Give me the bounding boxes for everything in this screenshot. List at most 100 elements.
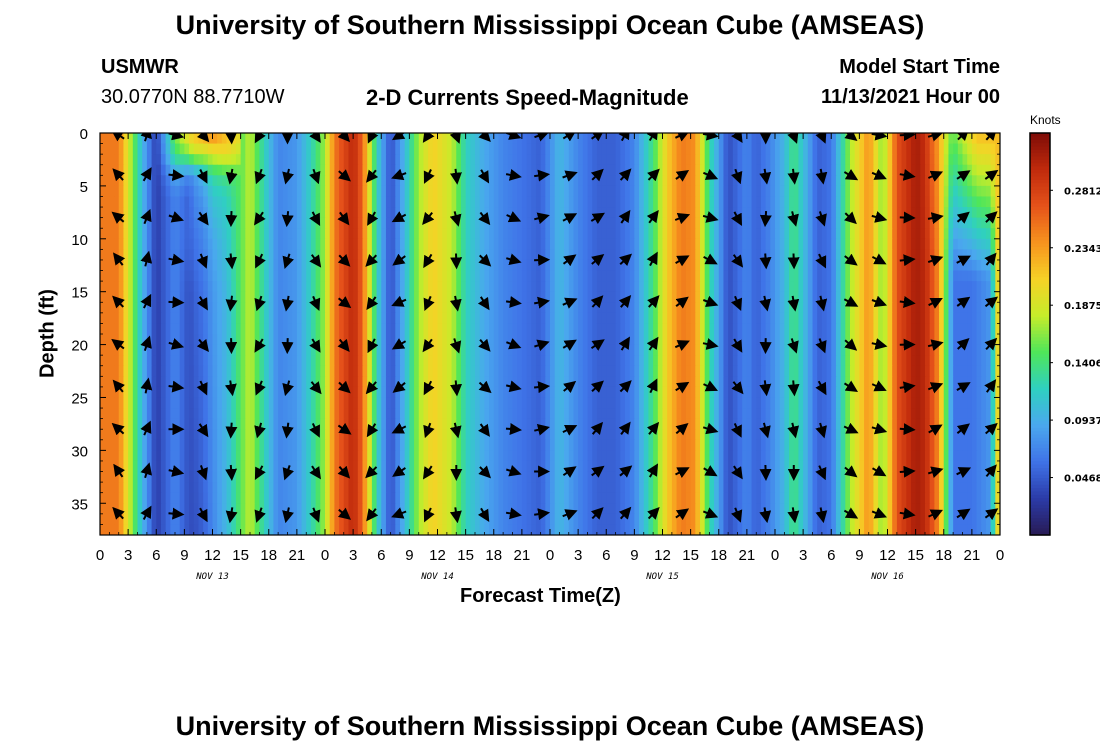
heatmap-cell <box>878 312 884 325</box>
heatmap-cell <box>817 185 823 198</box>
heatmap-cell <box>475 386 481 399</box>
heatmap-cell <box>193 344 200 356</box>
heatmap-cell <box>610 164 617 176</box>
heatmap-cell <box>610 302 617 314</box>
heatmap-cell <box>409 376 415 388</box>
heatmap-cell <box>606 185 612 198</box>
heatmap-cell <box>409 365 415 377</box>
heatmap-cell <box>784 154 790 166</box>
heatmap-cell <box>137 133 143 145</box>
heatmap-cell <box>203 281 209 293</box>
heatmap-cell <box>845 154 851 166</box>
heatmap-cell <box>221 238 228 250</box>
heatmap-cell <box>315 196 321 208</box>
heatmap-cell <box>301 270 307 282</box>
heatmap-cell <box>939 281 945 293</box>
heatmap-cell <box>681 185 687 198</box>
heatmap-cell <box>714 143 720 155</box>
heatmap-cell <box>892 376 898 388</box>
heatmap-cell <box>601 312 607 325</box>
heatmap-cell <box>245 270 251 282</box>
heatmap-cell <box>489 386 495 399</box>
heatmap-cell <box>460 249 467 261</box>
heatmap-cell <box>639 133 645 145</box>
heatmap-cell <box>385 175 392 187</box>
heatmap-cell <box>601 334 607 346</box>
heatmap-cell <box>357 323 364 335</box>
heatmap-cell <box>109 376 115 388</box>
heatmap-cell <box>934 281 940 293</box>
heatmap-cell <box>728 291 734 303</box>
heatmap-cell <box>128 164 134 176</box>
heatmap-cell <box>264 334 270 346</box>
heatmap-cell <box>775 376 781 388</box>
heatmap-cell <box>245 334 251 346</box>
heatmap-cell <box>742 228 748 240</box>
heatmap-cell <box>929 281 935 293</box>
heatmap-cell <box>685 323 692 335</box>
heatmap-cell <box>296 334 303 346</box>
heatmap-cell <box>732 259 739 272</box>
heatmap-cell <box>901 143 907 155</box>
heatmap-cell <box>798 323 804 335</box>
heatmap-cell <box>756 334 762 346</box>
heatmap-cell <box>184 302 190 314</box>
heatmap-cell <box>751 376 757 388</box>
heatmap-cell <box>156 270 162 282</box>
heatmap-cell <box>306 302 312 314</box>
heatmap-cell <box>273 196 279 208</box>
heatmap-cell <box>962 185 968 198</box>
heatmap-cell <box>353 334 359 346</box>
heatmap-cell <box>943 196 950 208</box>
heatmap-cell <box>746 344 753 356</box>
heatmap-cell <box>742 164 748 176</box>
heatmap-cell <box>287 302 293 314</box>
heatmap-cell <box>278 323 284 335</box>
heatmap-cell <box>310 154 317 166</box>
heatmap-cell <box>550 386 556 399</box>
heatmap-cell <box>868 164 875 176</box>
heatmap-cell <box>840 185 846 198</box>
heatmap-cell <box>404 164 410 176</box>
heatmap-cell <box>381 281 387 293</box>
heatmap-cell <box>690 185 696 198</box>
heatmap-cell <box>910 238 917 250</box>
heatmap-cell <box>414 217 420 229</box>
heatmap-cell <box>700 259 706 272</box>
heatmap-cell <box>142 185 148 198</box>
heatmap-cell <box>887 365 893 377</box>
heatmap-cell <box>137 270 143 282</box>
heatmap-cell <box>334 196 340 208</box>
heatmap-cell <box>484 270 490 282</box>
heatmap-cell <box>737 185 743 198</box>
heatmap-cell <box>629 164 635 176</box>
heatmap-cell <box>864 386 870 399</box>
heatmap-cell <box>728 196 734 208</box>
heatmap-cell <box>306 238 312 250</box>
heatmap-cell <box>878 259 884 272</box>
heatmap-cell <box>531 302 537 314</box>
heatmap-cell <box>596 355 603 367</box>
heatmap-cell <box>718 281 725 293</box>
heatmap-cell <box>357 291 364 303</box>
heatmap-cell <box>995 217 1000 229</box>
heatmap-cell <box>868 312 875 325</box>
heatmap-cell <box>920 291 926 303</box>
heatmap-cell <box>550 302 556 314</box>
heatmap-cell <box>826 175 832 187</box>
heatmap-cell <box>629 312 635 325</box>
heatmap-cell <box>493 312 500 325</box>
heatmap-cell <box>835 365 842 377</box>
heatmap-cell <box>390 154 396 166</box>
heatmap-cell <box>615 302 621 314</box>
heatmap-cell <box>910 270 917 282</box>
heatmap-cell <box>385 397 392 409</box>
heatmap-cell <box>718 270 725 282</box>
heatmap-cell <box>943 217 950 229</box>
heatmap-cell <box>709 207 715 219</box>
heatmap-cell <box>310 143 317 155</box>
heatmap-cell <box>362 154 368 166</box>
heatmap-cell <box>493 238 500 250</box>
heatmap-cell <box>296 312 303 325</box>
heatmap-cell <box>264 323 270 335</box>
